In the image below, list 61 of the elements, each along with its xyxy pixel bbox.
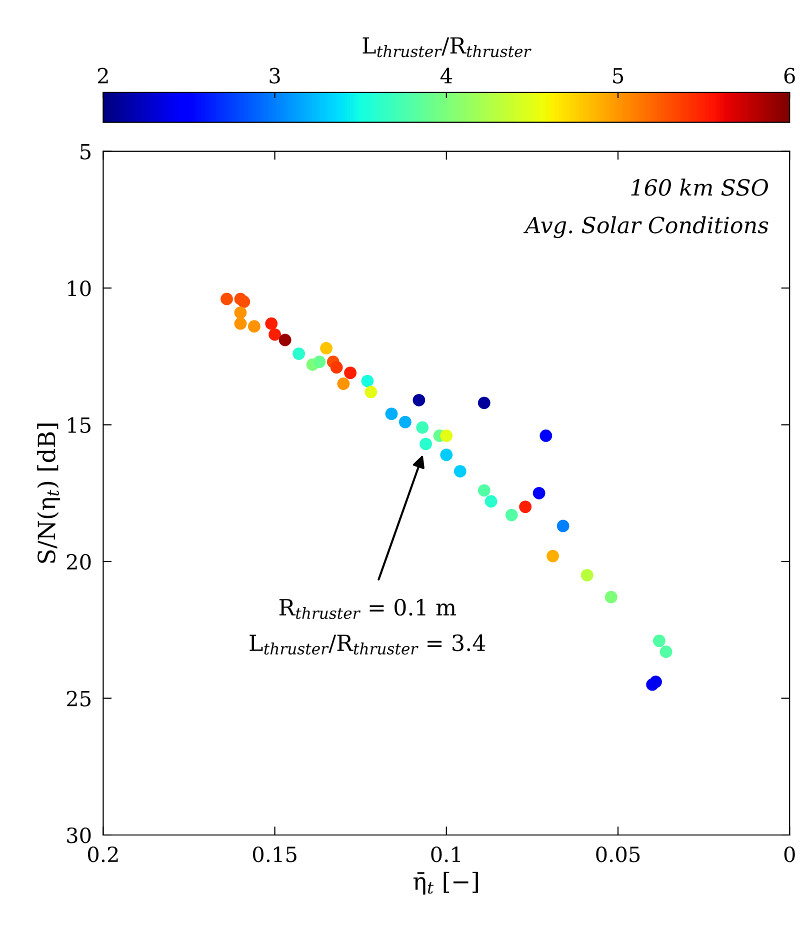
point xyxy=(399,416,412,428)
y-tick-label: 5 xyxy=(80,144,90,160)
x-tick-label: 0.05 xyxy=(596,846,640,862)
point xyxy=(364,386,378,398)
point xyxy=(313,356,326,368)
x-tick-label: 0.15 xyxy=(252,846,296,862)
point xyxy=(505,508,518,522)
point xyxy=(532,486,546,500)
point xyxy=(320,342,332,354)
point xyxy=(478,396,490,410)
point xyxy=(248,320,260,333)
y-tick-label: 15 xyxy=(68,417,90,433)
point xyxy=(440,448,453,462)
point xyxy=(454,465,466,478)
point xyxy=(337,378,350,390)
annotation: Avg. Solar Conditions xyxy=(523,216,768,238)
color-bar-label: 2 xyxy=(98,68,108,84)
point xyxy=(484,495,498,508)
point xyxy=(546,550,560,562)
point xyxy=(278,334,292,346)
point xyxy=(238,296,250,308)
point xyxy=(268,328,282,341)
point xyxy=(556,520,570,532)
y-tick-label: 30 xyxy=(67,827,91,844)
y-tick-label: 10 xyxy=(68,280,91,296)
color-bar-title: L$_{thruster}$/R$_{thruster}$ xyxy=(362,37,532,58)
color-bar-label: 5 xyxy=(613,68,624,84)
point xyxy=(519,500,532,514)
annotation: 160 km SSO xyxy=(631,178,768,196)
point xyxy=(412,394,426,406)
point xyxy=(580,568,594,582)
point xyxy=(416,421,429,434)
point xyxy=(478,484,490,497)
y-tick-label: 25 xyxy=(66,690,90,706)
point xyxy=(220,292,233,306)
point xyxy=(440,430,453,442)
point xyxy=(234,306,247,319)
annotation: L$_{thruster}$/R$_{thruster}$ = 3.4 xyxy=(250,634,486,655)
x-tick-label: 0.2 xyxy=(88,846,118,862)
point xyxy=(361,374,374,388)
point xyxy=(652,634,666,648)
x-tick-label: 0 xyxy=(784,846,795,862)
point xyxy=(344,366,357,380)
point xyxy=(540,430,552,442)
point xyxy=(660,646,672,658)
color-bar-label: 3 xyxy=(270,68,280,84)
point xyxy=(292,347,306,360)
color-bar-label: 6 xyxy=(784,68,795,84)
y-axis-title: S/N(η$_{t}$) [dB] xyxy=(37,424,60,563)
y-tick-label: 20 xyxy=(66,554,91,570)
point xyxy=(604,590,618,604)
color-bar-label: 4 xyxy=(440,68,452,84)
x-tick-label: 0.1 xyxy=(431,846,460,862)
point xyxy=(420,438,432,450)
point xyxy=(330,361,343,374)
x-axis-title: η̄$_{t}$ [−] xyxy=(413,872,478,895)
point xyxy=(234,317,247,330)
point xyxy=(650,676,662,688)
annotation: R$_{thruster}$ = 0.1 m xyxy=(279,598,456,620)
point xyxy=(385,408,398,420)
point xyxy=(265,317,278,330)
